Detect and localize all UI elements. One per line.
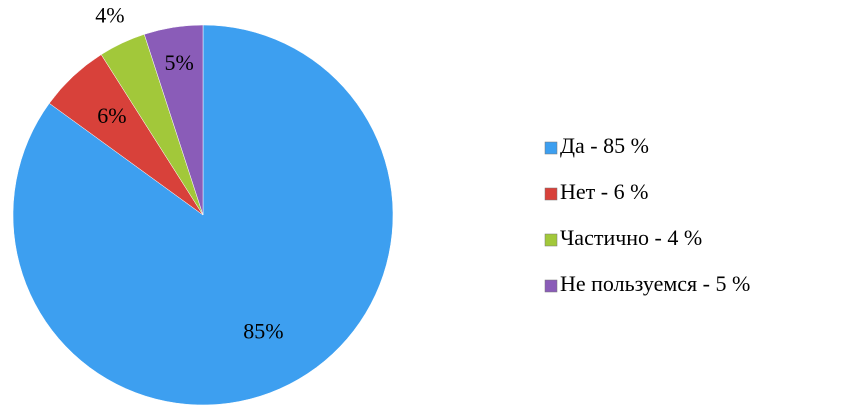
pie-slice [143,24,204,216]
legend-swatch [544,233,558,247]
legend-label: Да - 85 % [560,133,649,158]
legend-swatch [544,141,558,155]
legend-label: Частично - 4 % [560,225,702,250]
legend-label: Нет - 6 % [560,179,648,204]
data-label: 5% [165,50,194,75]
data-label: 85% [243,319,283,344]
legend-swatch [544,279,558,293]
legend-label: Не пользуемся - 5 % [560,271,750,296]
legend-swatch [544,187,558,201]
data-label: 4% [95,2,124,27]
data-label: 6% [97,103,126,128]
